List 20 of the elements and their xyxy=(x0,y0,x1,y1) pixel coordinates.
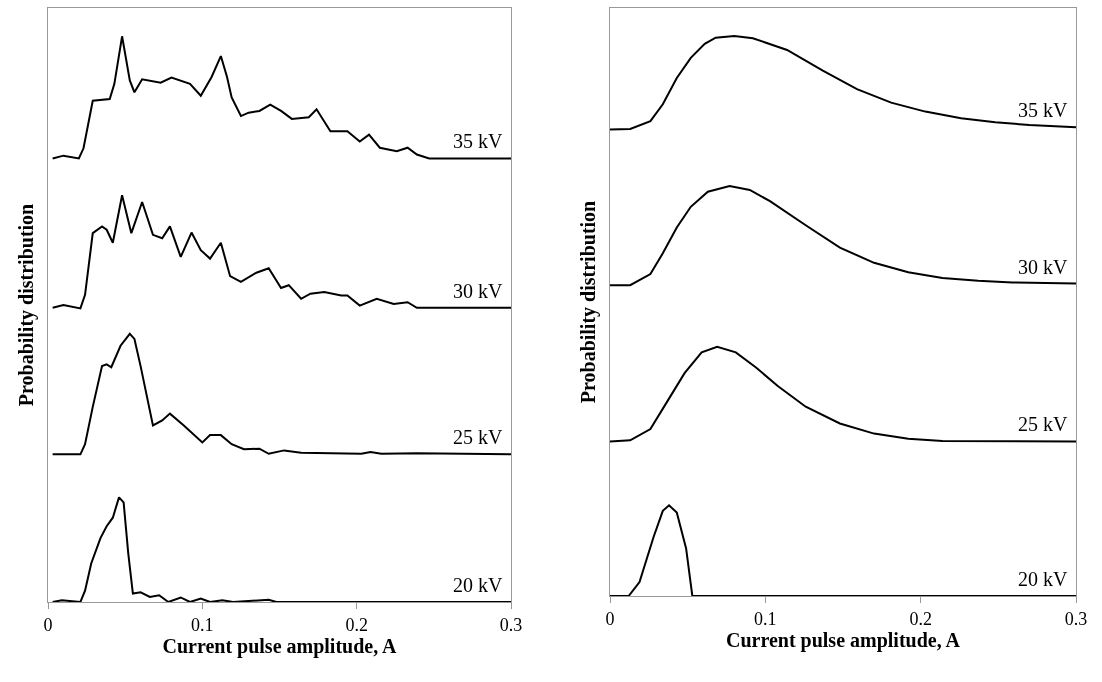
x-tick-label: 0.1 xyxy=(191,614,214,635)
series-label: 20 kV xyxy=(453,574,503,596)
x-tick-label: 0.3 xyxy=(499,614,523,635)
x-tick-label: 0 xyxy=(605,608,615,629)
y-axis-title: Probability distribution xyxy=(14,203,38,407)
series-label: 30 kV xyxy=(453,280,503,302)
x-tick-label: 0.1 xyxy=(754,608,777,629)
series-label: 35 kV xyxy=(1018,99,1068,121)
x-tick-label: 0 xyxy=(43,614,53,635)
x-axis-title: Current pulse amplitude, A xyxy=(725,628,961,652)
x-axis-title: Current pulse amplitude, A xyxy=(162,634,398,658)
series-label: 30 kV xyxy=(1018,256,1068,278)
x-tick-label: 0.2 xyxy=(345,614,368,635)
series-label: 35 kV xyxy=(453,130,503,152)
series-label: 25 kV xyxy=(1018,413,1068,435)
x-tick-label: 0.3 xyxy=(1064,608,1088,629)
y-axis-title: Probability distribution xyxy=(576,200,600,404)
series-label: 25 kV xyxy=(453,426,503,448)
series-label: 20 kV xyxy=(1018,568,1068,590)
x-tick-label: 0.2 xyxy=(909,608,932,629)
